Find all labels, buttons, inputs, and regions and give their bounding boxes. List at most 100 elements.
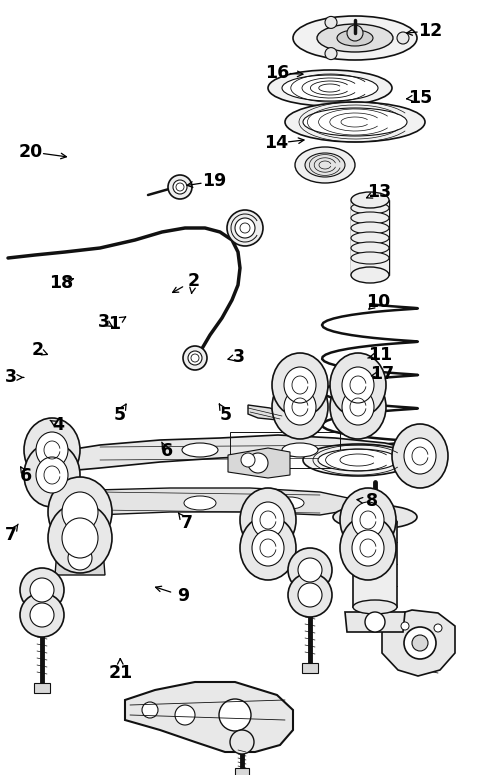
Circle shape [325, 47, 337, 60]
Ellipse shape [351, 192, 389, 208]
Text: 8: 8 [366, 492, 378, 511]
Polygon shape [345, 612, 405, 632]
Text: 11: 11 [368, 346, 392, 364]
Text: 7: 7 [180, 514, 192, 532]
Polygon shape [235, 768, 249, 775]
Polygon shape [353, 522, 397, 607]
Polygon shape [58, 488, 350, 520]
Ellipse shape [330, 375, 386, 439]
Ellipse shape [352, 502, 384, 538]
Ellipse shape [342, 367, 374, 403]
Ellipse shape [184, 496, 216, 510]
Ellipse shape [252, 502, 284, 538]
Polygon shape [228, 448, 290, 478]
Ellipse shape [182, 443, 218, 457]
Circle shape [219, 699, 251, 731]
Ellipse shape [48, 503, 112, 573]
Ellipse shape [62, 492, 98, 532]
Circle shape [241, 453, 255, 467]
Text: 19: 19 [202, 172, 226, 191]
Polygon shape [382, 610, 455, 676]
Ellipse shape [20, 568, 64, 612]
Ellipse shape [240, 516, 296, 580]
Text: 13: 13 [367, 183, 391, 202]
Circle shape [397, 32, 409, 44]
Text: 20: 20 [19, 143, 43, 161]
Ellipse shape [240, 488, 296, 552]
Circle shape [248, 453, 268, 473]
Ellipse shape [353, 600, 397, 614]
Ellipse shape [318, 449, 398, 471]
Circle shape [412, 635, 428, 651]
Ellipse shape [295, 147, 355, 183]
Ellipse shape [282, 75, 378, 101]
Ellipse shape [30, 603, 54, 627]
Ellipse shape [288, 548, 332, 592]
Ellipse shape [351, 242, 389, 254]
Ellipse shape [347, 25, 363, 41]
Ellipse shape [282, 443, 318, 457]
Ellipse shape [352, 530, 384, 566]
Polygon shape [248, 405, 285, 420]
Ellipse shape [36, 432, 68, 468]
Text: 5: 5 [113, 406, 125, 425]
Ellipse shape [272, 375, 328, 439]
Ellipse shape [303, 444, 413, 476]
Circle shape [142, 702, 158, 718]
Ellipse shape [36, 457, 68, 493]
Circle shape [175, 705, 195, 725]
Ellipse shape [293, 16, 417, 60]
Ellipse shape [337, 30, 373, 46]
Ellipse shape [333, 505, 417, 529]
Text: 9: 9 [177, 587, 189, 605]
Circle shape [325, 16, 337, 29]
Text: 21: 21 [108, 663, 132, 682]
Text: 18: 18 [49, 274, 73, 292]
Text: 16: 16 [265, 64, 289, 82]
Text: 14: 14 [264, 134, 288, 153]
Text: 10: 10 [366, 293, 390, 312]
Circle shape [404, 627, 436, 659]
Ellipse shape [351, 267, 389, 283]
Ellipse shape [351, 202, 389, 214]
Polygon shape [125, 682, 293, 752]
Ellipse shape [340, 488, 396, 552]
Ellipse shape [317, 24, 393, 52]
Ellipse shape [24, 443, 80, 507]
Ellipse shape [20, 593, 64, 637]
Ellipse shape [342, 389, 374, 425]
Circle shape [188, 351, 202, 365]
Ellipse shape [252, 530, 284, 566]
Ellipse shape [24, 418, 80, 482]
Ellipse shape [351, 252, 389, 264]
Text: 1: 1 [108, 315, 120, 333]
Ellipse shape [272, 353, 328, 417]
Ellipse shape [404, 438, 436, 474]
Text: 6: 6 [161, 442, 172, 460]
Ellipse shape [268, 70, 392, 106]
Ellipse shape [357, 511, 393, 523]
Text: 5: 5 [220, 406, 232, 425]
Text: 4: 4 [53, 416, 65, 435]
Text: 15: 15 [408, 88, 432, 107]
Polygon shape [55, 435, 420, 472]
Ellipse shape [276, 497, 304, 509]
Polygon shape [351, 200, 389, 275]
Text: 3: 3 [5, 368, 17, 387]
Circle shape [434, 624, 442, 632]
Text: 12: 12 [418, 22, 442, 40]
Polygon shape [64, 512, 96, 538]
Ellipse shape [340, 516, 396, 580]
Ellipse shape [351, 222, 389, 234]
Circle shape [168, 175, 192, 199]
Circle shape [401, 622, 409, 630]
Ellipse shape [298, 558, 322, 582]
Circle shape [183, 346, 207, 370]
Text: 6: 6 [20, 467, 32, 485]
Ellipse shape [288, 573, 332, 617]
Ellipse shape [303, 108, 407, 136]
Circle shape [235, 218, 255, 238]
Polygon shape [55, 538, 105, 575]
Ellipse shape [351, 232, 389, 244]
Ellipse shape [30, 578, 54, 602]
